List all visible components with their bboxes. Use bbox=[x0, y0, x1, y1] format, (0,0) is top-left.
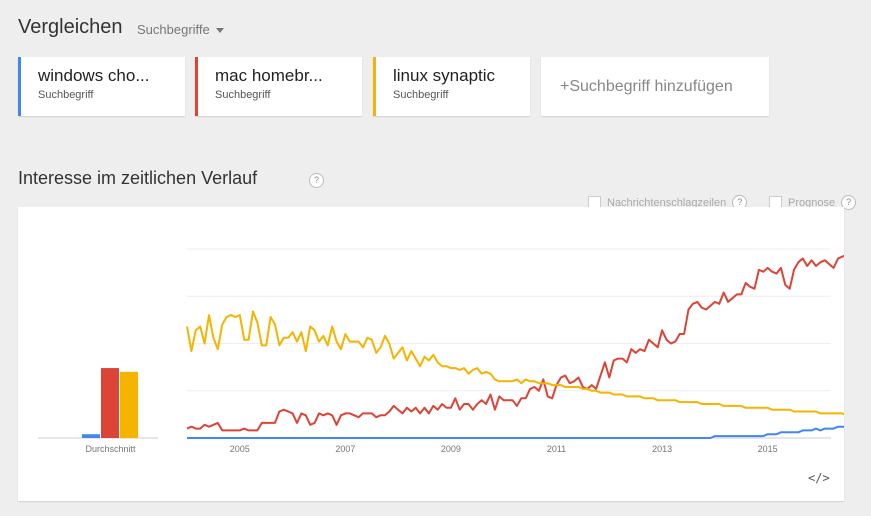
section-title: Interesse im zeitlichen Verlauf bbox=[18, 168, 258, 188]
add-search-term-button[interactable]: +Suchbegriff hinzufügen bbox=[541, 57, 769, 116]
x-tick-label: 2013 bbox=[652, 444, 672, 454]
term-color-bar bbox=[18, 57, 21, 116]
term-color-bar bbox=[373, 57, 376, 116]
term-card-2[interactable]: mac homebr... Suchbegriff bbox=[195, 57, 362, 116]
embed-code-icon[interactable]: </> bbox=[808, 471, 830, 485]
average-label: Durchschnitt bbox=[85, 444, 136, 454]
series-line-1 bbox=[187, 425, 844, 439]
news-headlines-label: Nachrichtenschlagzeilen bbox=[607, 196, 727, 209]
forecast-option[interactable]: Prognose ? bbox=[769, 195, 857, 210]
help-icon[interactable]: ? bbox=[309, 173, 324, 188]
term-type: Suchbegriff bbox=[393, 89, 449, 101]
x-tick-label: 2009 bbox=[441, 444, 461, 454]
average-bar bbox=[120, 371, 138, 438]
caret-down-icon bbox=[215, 28, 224, 33]
term-type: Suchbegriff bbox=[215, 89, 271, 101]
term-card-1[interactable]: windows cho... Suchbegriff bbox=[18, 57, 185, 116]
page-title: Vergleichen bbox=[18, 16, 123, 38]
forecast-label: Prognose bbox=[788, 196, 836, 209]
search-terms-dropdown[interactable]: Suchbegriffe bbox=[137, 22, 224, 37]
term-type: Suchbegriff bbox=[38, 89, 94, 101]
average-bar bbox=[82, 434, 100, 438]
news-headlines-option[interactable]: Nachrichtenschlagzeilen ? bbox=[588, 195, 748, 210]
interest-over-time-chart: 2005 2007 2009 2011 2013 2015 Durchschnitt </> bbox=[18, 207, 844, 501]
term-color-bar bbox=[195, 57, 198, 116]
x-tick-label: 2005 bbox=[230, 444, 250, 454]
term-name: windows cho... bbox=[38, 66, 150, 85]
term-name: mac homebr... bbox=[215, 66, 323, 85]
average-bar bbox=[101, 368, 119, 438]
x-tick-label: 2011 bbox=[547, 444, 566, 454]
dropdown-label: Suchbegriffe bbox=[137, 22, 210, 37]
series-line-3 bbox=[186, 310, 844, 416]
series-line-2 bbox=[186, 254, 844, 432]
term-card-3[interactable]: linux synaptic Suchbegriff bbox=[373, 57, 530, 116]
x-tick-label: 2007 bbox=[335, 444, 355, 454]
x-tick-label: 2015 bbox=[758, 444, 778, 454]
chart-canvas: 2005 2007 2009 2011 2013 2015 Durchschnitt bbox=[38, 248, 844, 454]
help-icon[interactable]: ? bbox=[841, 195, 857, 210]
term-name: linux synaptic bbox=[393, 66, 496, 85]
